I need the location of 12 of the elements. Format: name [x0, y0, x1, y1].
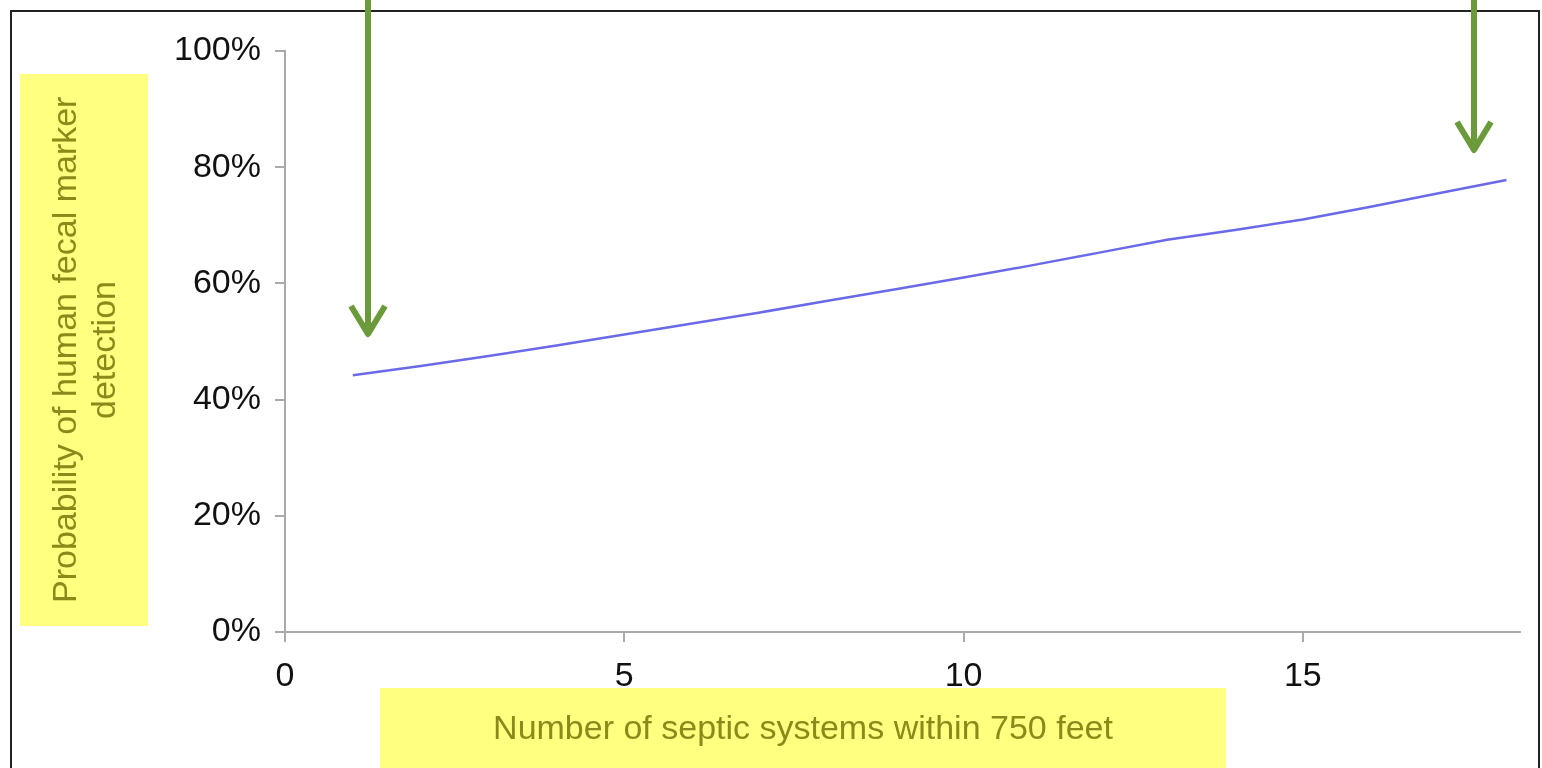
- x-tick-label: 15: [1283, 654, 1322, 693]
- y-tick-label: 60%: [192, 261, 261, 300]
- y-tick-label: 20%: [192, 494, 261, 533]
- x-tick-label: 5: [614, 654, 634, 693]
- x-tick-label: 10: [944, 654, 983, 693]
- x-axis-title: Number of septic systems within 750 feet: [493, 708, 1113, 748]
- y-tick-label: 40%: [192, 377, 261, 416]
- x-tick-label: 0: [275, 654, 295, 693]
- y-tick-label: 100%: [174, 29, 261, 68]
- y-tick-label: 0%: [211, 610, 261, 649]
- y-tick-label: 80%: [192, 145, 261, 184]
- y-axis-title: Probability of human fecal marker detection: [44, 95, 123, 606]
